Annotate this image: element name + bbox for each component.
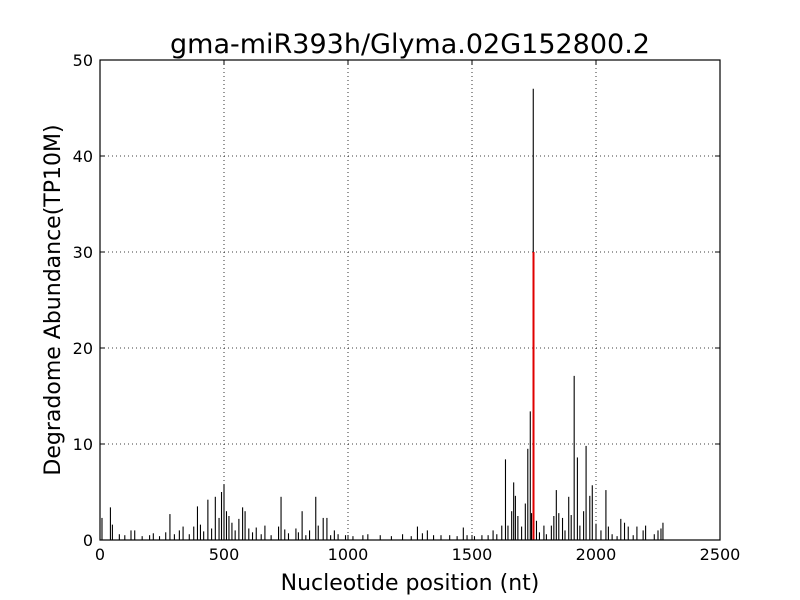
y-tick-label: 50 xyxy=(73,51,93,70)
x-tick-label: 1500 xyxy=(452,545,493,564)
y-tick-label: 0 xyxy=(83,531,93,550)
chart-title: gma-miR393h/Glyma.02G152800.2 xyxy=(170,29,650,60)
x-axis-label: Nucleotide position (nt) xyxy=(281,571,540,596)
plot-area xyxy=(100,60,720,540)
y-tick-label: 10 xyxy=(73,435,93,454)
plot-frame xyxy=(99,59,721,541)
y-tick-label: 40 xyxy=(73,147,93,166)
y-axis-label: Degradome Abundance(TP10M) xyxy=(41,124,66,475)
bars xyxy=(101,88,664,540)
x-tick-label: 0 xyxy=(95,545,105,564)
x-tick-label: 500 xyxy=(209,545,240,564)
ticks: 0 500 1000 1500 2000 2500 0 10 20 30 40 50 xyxy=(73,51,741,564)
x-tick-label: 2000 xyxy=(576,545,617,564)
x-tick-label: 1000 xyxy=(328,545,369,564)
x-tick-label: 2500 xyxy=(700,545,741,564)
gridlines xyxy=(100,60,720,540)
y-tick-label: 20 xyxy=(73,339,93,358)
y-tick-label: 30 xyxy=(73,243,93,262)
